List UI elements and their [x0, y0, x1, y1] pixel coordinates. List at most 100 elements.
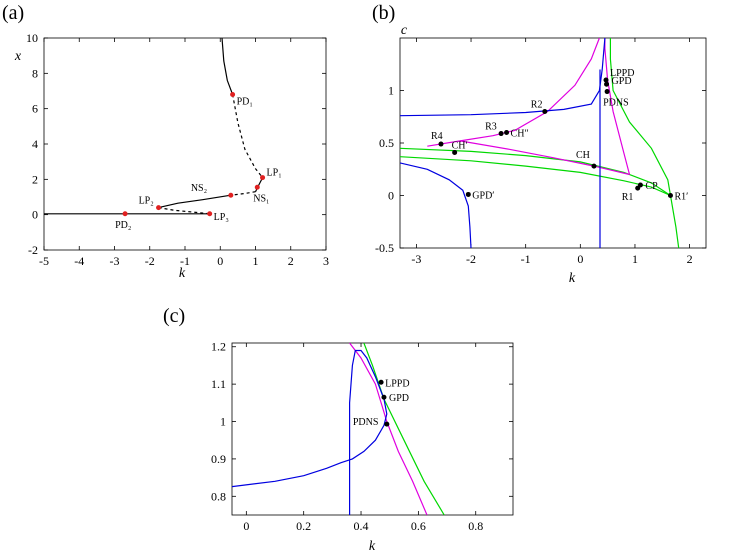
panel-b-point-label: CH: [576, 150, 590, 161]
panel-a-xtick-label: -4: [74, 254, 84, 268]
panel-a-plot-area: [44, 38, 264, 215]
panel-c-point-label: PDNS: [353, 417, 379, 428]
panel-b-xtick-label: -2: [466, 252, 476, 266]
panel-b-point-label: CH″: [511, 129, 529, 140]
panel-a-xtick-label: -5: [39, 254, 49, 268]
panel-a-ytick-label: 6: [32, 102, 38, 116]
panel-a-point-NS₁: [254, 184, 260, 190]
panel-b-xtick-label: -1: [521, 252, 531, 266]
panel-a-ytick-label: 0: [32, 208, 38, 222]
panel-a-point-LP₁: [260, 175, 266, 181]
panel-c-xtick-label: 0.4: [354, 519, 369, 533]
panel-c-axes-box: [231, 342, 514, 516]
panel-a-xtick-label: 2: [288, 254, 294, 268]
panel-b-plot-area: [400, 38, 680, 248]
panel-c-point-PDNS: [384, 421, 390, 427]
panel-b-xtick-label: 1: [632, 252, 638, 266]
panel-b-green-upper: [400, 147, 671, 197]
panel-c-green: [363, 343, 445, 515]
panel-c-point-label: GPD: [389, 393, 409, 404]
panel-b-point-PDNS: [604, 89, 610, 95]
panel-a-point-PD₂: [122, 211, 128, 217]
panel-b-point-LPPD: [603, 77, 609, 83]
panel-b-point-label: LPPD: [610, 68, 634, 79]
panel-c-ytick-label: 1.1: [211, 377, 226, 391]
panel-a-xlabel: k: [179, 266, 186, 281]
panel-a-point-LP₂: [156, 205, 162, 211]
panel-a-point-label: NS₁: [253, 193, 269, 204]
panel-a-ytick-label: 10: [26, 31, 38, 45]
panel-a-point-label: PD₁: [237, 97, 253, 108]
panel-c-label: (c): [163, 305, 185, 327]
panel-a-branch-0: [221, 38, 234, 95]
panel-b-magenta-right: [604, 38, 631, 175]
panel-a-point-label: LP₂: [139, 196, 154, 207]
panel-b-point-R1′: [667, 193, 673, 198]
panel-a-ytick-label: -2: [28, 243, 38, 257]
panel-c-xtick-label: 0.8: [468, 519, 483, 533]
panel-a-ytick-label: 8: [32, 66, 38, 80]
panel-a-point-label: LP₁: [267, 168, 282, 179]
panel-c-point-GPD: [381, 394, 387, 400]
panel-a-xtick-label: -1: [180, 254, 190, 268]
panel-b-blue-upper: [400, 38, 606, 117]
panel-b-point-label: CP: [645, 181, 658, 192]
panel-c-ytick-label: 1.2: [211, 340, 226, 354]
panel-b-label: (b): [372, 2, 395, 24]
panel-b-ytick-label: 1: [388, 84, 394, 98]
panel-b-point-CH: [591, 163, 597, 169]
panel-b-point-label: GPD′: [472, 190, 494, 201]
panel-b-ytick-label: 0: [388, 189, 394, 203]
panel-a-branch-3: [230, 191, 256, 196]
panel-a-xtick-label: 0: [217, 254, 223, 268]
panel-b-point-label: R4: [431, 131, 443, 142]
panel-a-axes-box: [43, 37, 327, 251]
panel-b-xlabel: k: [569, 271, 576, 286]
panel-b-point-CH″: [504, 130, 510, 135]
panel-c-xtick-label: 0.2: [296, 519, 311, 533]
panel-b-point-label: GPD: [612, 76, 632, 87]
panel-b-point-label: PDNS: [603, 98, 629, 109]
panel-a-xtick-label: 3: [323, 254, 329, 268]
panel-a-ytick-label: 2: [32, 172, 38, 186]
panel-c-ytick-label: 0.9: [211, 452, 226, 466]
panel-a-branch-4: [158, 194, 231, 209]
panel-b-magenta-left: [427, 38, 600, 147]
panel-c-plot-area: [232, 343, 445, 515]
panel-b-point-GPD′: [465, 191, 471, 197]
panel-b-xtick-label: 0: [577, 252, 583, 266]
panel-b-point-label: R2: [531, 100, 543, 111]
panel-c-ytick-label: 0.8: [211, 489, 226, 503]
panel-a-ytick-label: 4: [32, 137, 38, 151]
panel-c-xtick-label: 0.6: [411, 519, 426, 533]
panel-b-green-lower: [400, 156, 671, 197]
panel-c-magenta: [349, 343, 428, 515]
panel-a-point-PD₁: [230, 92, 236, 98]
panel-a-xtick-label: -3: [110, 254, 120, 268]
panel-a-point-label: NS₂: [191, 183, 207, 194]
panel-b-point-R3: [498, 131, 504, 137]
panel-b-point-R1: [635, 185, 641, 191]
panel-b-point-R2: [542, 109, 548, 114]
panel-b-green-right: [609, 38, 680, 248]
panel-c-blue: [232, 349, 388, 515]
panel-a-point-label: LP₃: [214, 212, 229, 223]
panel-b-blue-lower: [400, 162, 472, 248]
panel-c-point-LPPD: [378, 379, 384, 385]
panel-b-point-label: R3: [485, 122, 497, 133]
panel-a-xtick-label: 1: [253, 254, 259, 268]
panel-b-magenta-mid: [459, 140, 630, 176]
panel-c-ytick-label: 1: [220, 415, 226, 429]
panel-b-xtick-label: 2: [687, 252, 693, 266]
panel-a-label: (a): [2, 2, 24, 24]
panel-b-point-label: CH′: [452, 140, 468, 151]
panel-b-point-CH′: [452, 149, 458, 155]
panel-c-xtick-label: 0: [243, 519, 249, 533]
panel-a-point-label: PD₂: [115, 220, 131, 231]
panel-b-point-label: R1′: [674, 192, 688, 203]
panel-a-point-LP₃: [207, 211, 213, 217]
panel-a-branch-1: [232, 94, 264, 178]
panel-a-branch-5: [158, 207, 210, 215]
panel-b-ylabel: c: [401, 23, 408, 38]
